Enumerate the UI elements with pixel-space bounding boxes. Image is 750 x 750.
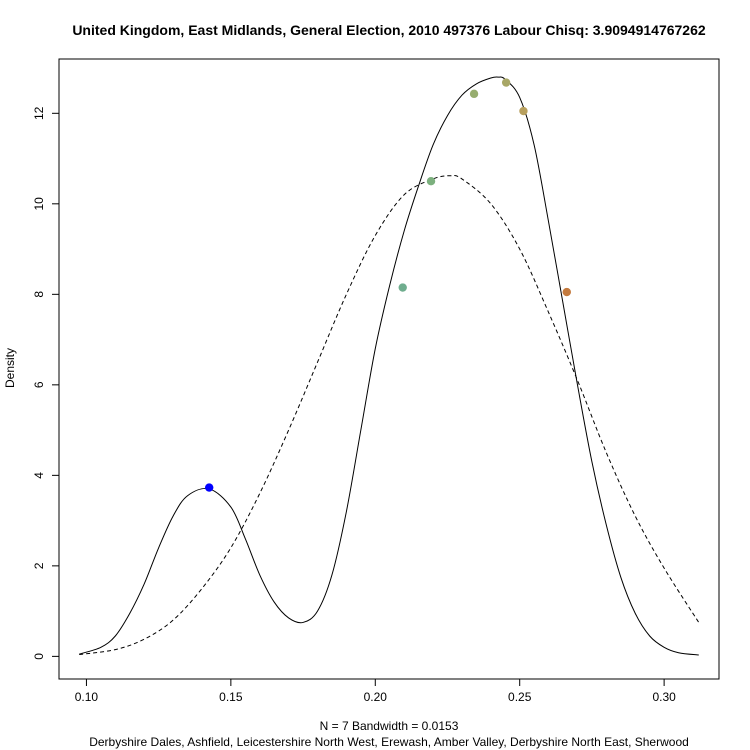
normal-curve-dashed bbox=[79, 175, 700, 656]
y-tick-label: 0 bbox=[32, 653, 46, 660]
x-tick-label: 0.15 bbox=[219, 690, 243, 704]
x-axis: 0.10 0.15 0.20 0.25 0.30 bbox=[75, 678, 676, 704]
data-point bbox=[562, 287, 571, 297]
x-tick-label: 0.20 bbox=[364, 690, 388, 704]
data-point bbox=[204, 483, 214, 492]
plot-frame bbox=[58, 58, 720, 680]
y-tick-label: 12 bbox=[32, 106, 46, 120]
data-point bbox=[398, 283, 407, 292]
y-axis: 0 2 4 6 8 10 12 bbox=[32, 106, 60, 660]
x-axis-label-constituencies: Derbyshire Dales, Ashfield, Leicestershi… bbox=[89, 735, 689, 749]
points-layer bbox=[204, 78, 571, 492]
y-tick-label: 10 bbox=[32, 197, 46, 211]
series-layer bbox=[79, 76, 700, 656]
x-axis-label-stats: N = 7 Bandwidth = 0.0153 bbox=[320, 719, 459, 733]
chart-title: United Kingdom, East Midlands, General E… bbox=[72, 22, 706, 38]
data-point bbox=[469, 89, 479, 99]
x-tick-label: 0.30 bbox=[652, 690, 676, 704]
y-tick-label: 6 bbox=[32, 381, 46, 388]
x-tick-label: 0.10 bbox=[75, 690, 99, 704]
y-tick-label: 2 bbox=[32, 562, 46, 569]
density-curve bbox=[79, 76, 699, 656]
data-point bbox=[501, 78, 511, 87]
data-point bbox=[519, 106, 528, 116]
data-point bbox=[426, 176, 436, 186]
y-tick-label: 4 bbox=[32, 472, 46, 479]
y-tick-label: 8 bbox=[32, 291, 46, 298]
x-tick-label: 0.25 bbox=[508, 690, 532, 704]
y-axis-label: Density bbox=[3, 348, 17, 388]
